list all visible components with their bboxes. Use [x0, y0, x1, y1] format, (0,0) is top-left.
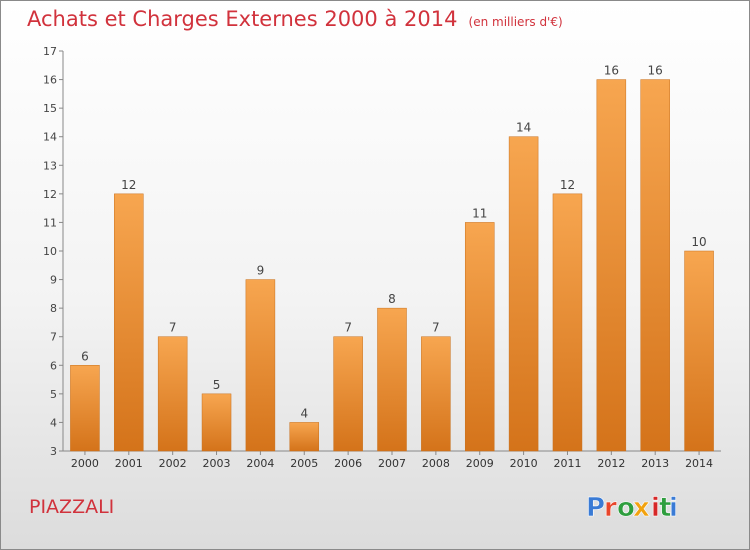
x-tick-label: 2007 — [378, 457, 406, 470]
y-tick-label: 11 — [43, 216, 57, 229]
x-tick-label: 2002 — [159, 457, 187, 470]
chart-title: Achats et Charges Externes 2000 à 2014 (… — [27, 7, 563, 31]
y-tick-label: 5 — [50, 388, 57, 401]
y-tick-label: 16 — [43, 74, 57, 87]
value-label: 12 — [560, 178, 575, 192]
bars — [70, 79, 714, 452]
logo-letter: i — [651, 493, 660, 523]
bar-2007 — [377, 307, 407, 452]
y-tick-label: 17 — [43, 45, 57, 58]
x-tick-label: 2000 — [71, 457, 99, 470]
proxiti-logo: Pr ox i ti — [586, 493, 679, 524]
bar-2002 — [157, 336, 188, 452]
value-label: 8 — [388, 292, 396, 306]
y-tick-label: 12 — [43, 188, 57, 201]
value-label: 16 — [648, 64, 663, 78]
y-tick-label: 14 — [43, 131, 57, 144]
bar-2014 — [684, 250, 714, 452]
y-tick-label: 10 — [43, 245, 57, 258]
bar-2000 — [70, 365, 100, 452]
logo-letter: r — [604, 493, 617, 523]
commune-name: PIAZZALI — [29, 496, 115, 518]
x-tick-label: 2011 — [553, 457, 581, 470]
logo-letter: P — [586, 493, 605, 523]
chart-title-text: Achats et Charges Externes 2000 à 2014 — [27, 7, 458, 31]
chart-unit: (en milliers d'€) — [468, 15, 563, 29]
value-label: 14 — [516, 121, 531, 135]
logo-letter: t — [659, 493, 671, 523]
x-tick-label: 2008 — [422, 457, 450, 470]
bar-2004 — [245, 279, 276, 452]
logo-letter: i — [669, 493, 678, 523]
value-label: 4 — [300, 406, 308, 420]
x-tick-label: 2009 — [466, 457, 494, 470]
x-tick-label: 2005 — [290, 457, 318, 470]
x-tick-label: 2013 — [641, 457, 669, 470]
value-label: 10 — [691, 235, 706, 249]
value-label: 9 — [257, 264, 265, 278]
value-label: 7 — [344, 321, 352, 335]
bar-2009 — [464, 222, 495, 452]
value-label: 6 — [81, 349, 89, 363]
y-tick-label: 6 — [50, 359, 57, 372]
bar-2006 — [333, 336, 363, 452]
bar-2003 — [201, 393, 232, 452]
y-tick-label: 8 — [50, 302, 57, 315]
x-tick-label: 2014 — [685, 457, 713, 470]
labels: 2000 6 2001 12 2002 7 2003 5 2004 9 2005 4 2006 7 2007… — [71, 64, 713, 470]
bar-2012 — [596, 79, 627, 452]
x-tick-label: 2001 — [115, 457, 143, 470]
value-label: 7 — [432, 321, 440, 335]
bar-2013 — [640, 79, 670, 452]
y-tick-label: 13 — [43, 159, 57, 172]
value-label: 7 — [169, 321, 177, 335]
y-tick-label: 4 — [50, 416, 57, 429]
bar-2008 — [421, 336, 451, 452]
x-tick-label: 2004 — [246, 457, 274, 470]
y-tick-label: 3 — [50, 445, 57, 458]
logo-letter: o — [617, 493, 635, 523]
value-label: 11 — [472, 206, 487, 220]
bar-2010 — [508, 136, 539, 452]
bar-2011 — [552, 193, 583, 452]
bar-2001 — [114, 193, 144, 452]
bar-2005 — [289, 422, 320, 452]
value-label: 12 — [121, 178, 136, 192]
x-tick-label: 2012 — [597, 457, 625, 470]
y-tick-label: 7 — [50, 331, 57, 344]
x-tick-label: 2003 — [203, 457, 231, 470]
logo-letter: x — [633, 493, 650, 523]
y-tick-label: 9 — [50, 274, 57, 287]
y-tick-label: 15 — [43, 102, 57, 115]
value-label: 5 — [213, 378, 221, 392]
x-tick-label: 2010 — [510, 457, 538, 470]
x-tick-label: 2006 — [334, 457, 362, 470]
value-label: 16 — [604, 64, 619, 78]
